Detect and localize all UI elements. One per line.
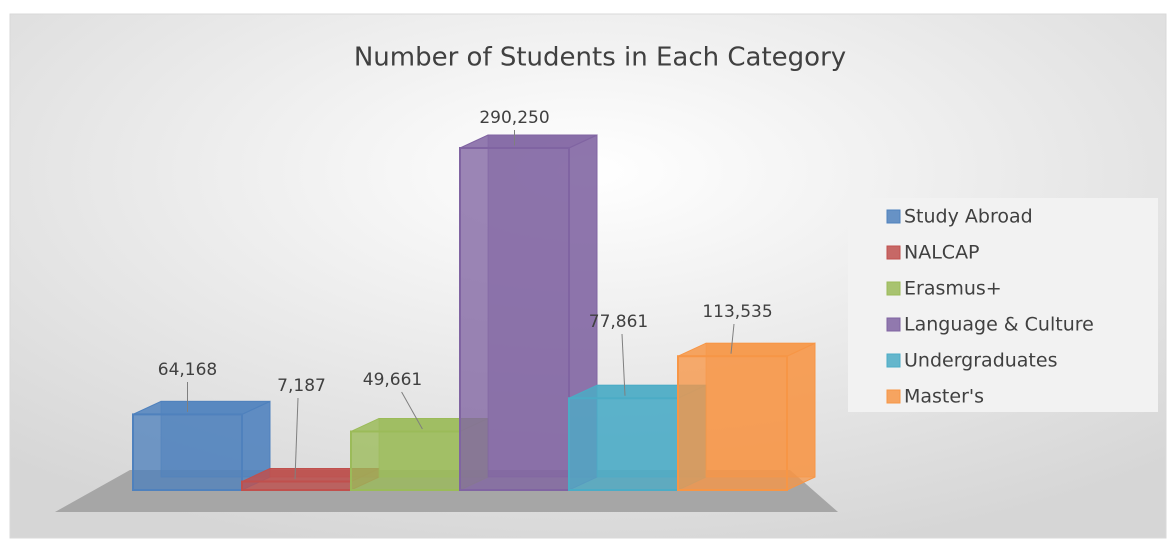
chart-title: Number of Students in Each Category [354, 43, 846, 73]
legend-swatch [886, 245, 901, 260]
data-label: 290,250 [479, 108, 549, 128]
legend-label: Undergraduates [904, 350, 1057, 372]
legend-swatch [886, 317, 901, 332]
legend-swatch [886, 353, 901, 368]
data-label: 64,168 [158, 360, 217, 380]
bar [350, 430, 461, 491]
legend-label: NALCAP [904, 242, 980, 264]
bar [241, 480, 352, 491]
bar [132, 413, 243, 491]
leader-line [294, 397, 299, 480]
bar [677, 355, 788, 491]
legend-swatch [886, 389, 901, 404]
legend-label: Master's [904, 386, 984, 408]
bar [568, 397, 679, 491]
bar-side [786, 342, 816, 491]
bar [459, 146, 570, 492]
leader-line [730, 323, 735, 354]
data-label: 113,535 [702, 302, 772, 322]
data-label: 77,861 [589, 312, 648, 332]
legend-swatch [886, 209, 901, 224]
legend-label: Erasmus+ [904, 278, 1002, 300]
legend-label: Language & Culture [904, 314, 1094, 336]
leader-line [621, 333, 626, 396]
legend-swatch [886, 281, 901, 296]
data-label: 7,187 [277, 376, 326, 396]
leader-line [401, 391, 423, 430]
legend-box [848, 198, 1158, 412]
legend-label: Study Abroad [904, 206, 1033, 228]
data-label: 49,661 [363, 370, 422, 390]
